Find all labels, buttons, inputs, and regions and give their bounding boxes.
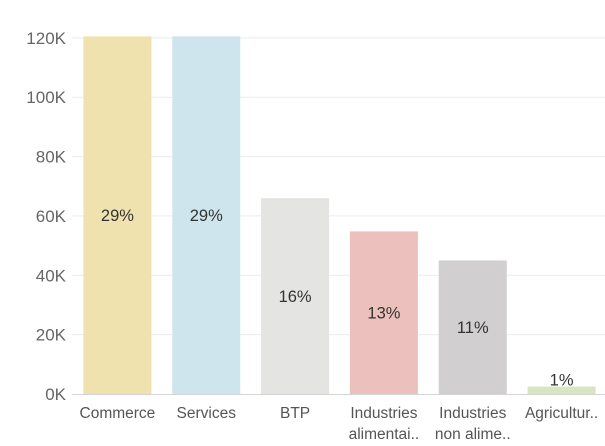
data-labels: 29% 29% 16% 13% 11% 1% [101,207,574,389]
bar[interactable] [172,36,241,395]
data-label: 29% [101,207,134,225]
x-tick-label: Commerce [80,405,156,422]
y-tick-label: 60K [36,207,67,226]
y-tick-label: 40K [36,266,67,285]
gridlines [72,37,605,395]
y-tick-label: 20K [36,326,67,345]
data-label: 16% [279,288,312,306]
bar[interactable] [261,198,330,394]
x-axis: Commerce Services BTP Industries alimentai..… [80,405,599,443]
data-label: 13% [367,305,400,323]
data-label: 29% [190,207,223,225]
bars [83,36,596,395]
data-label: 1% [550,372,574,390]
x-tick-label: Services [177,405,237,422]
y-tick-label: 100K [26,88,66,107]
x-tick-label: BTP [280,405,310,422]
y-axis: 0K 20K 40K 60K 80K 100K 120K [26,29,66,404]
y-tick-label: 80K [36,148,67,167]
x-tick-label: non alime.. [435,426,511,443]
bar[interactable] [527,386,596,394]
x-tick-label: Industries [439,405,506,422]
x-tick-label: Agricultur.. [525,405,598,422]
x-tick-label: Industries [350,405,417,422]
bar[interactable] [438,260,507,394]
bar[interactable] [349,231,418,394]
y-tick-label: 0K [45,385,66,404]
bar[interactable] [83,36,152,395]
y-tick-label: 120K [26,29,66,48]
data-label: 11% [457,319,489,337]
x-tick-label: alimentai.. [349,426,420,443]
